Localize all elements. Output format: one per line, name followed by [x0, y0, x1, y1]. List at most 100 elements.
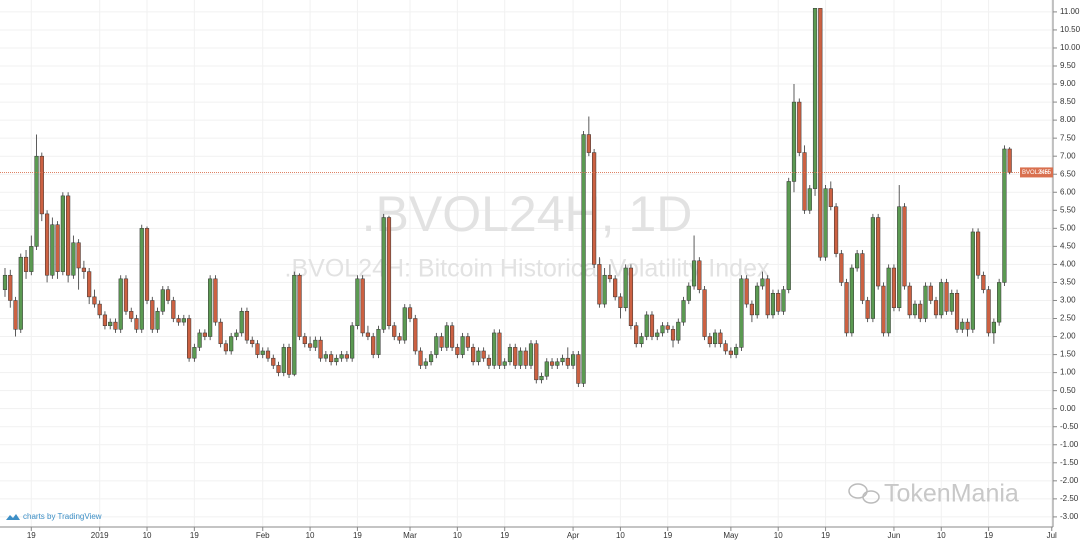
x-tick-label: 2019 [91, 531, 109, 540]
candle-body [997, 282, 1002, 323]
candle-body [192, 347, 197, 359]
candle-body [29, 246, 34, 272]
candle-body [492, 332, 497, 366]
y-tick-label: 7.50 [1060, 133, 1076, 142]
candle-body [639, 336, 644, 345]
candle-body [407, 307, 413, 319]
candle-body [465, 336, 470, 348]
candle-body [723, 343, 728, 352]
candle-body [523, 350, 528, 366]
candle-body [507, 347, 513, 363]
y-tick-label: 4.00 [1060, 260, 1076, 269]
y-tick-label: 1.00 [1060, 368, 1076, 377]
candle-body [413, 318, 418, 352]
candle-body [360, 278, 365, 334]
x-tick-label: Jul [1047, 531, 1057, 540]
candle-body [586, 134, 591, 153]
candle-body [697, 260, 702, 290]
candle-body [144, 228, 150, 301]
candle-body [555, 361, 560, 366]
candle-body [50, 224, 55, 276]
candle-body [744, 278, 749, 305]
candle-body [644, 314, 649, 337]
brand: TokenMania [848, 480, 1019, 508]
y-tick-label: 0.50 [1060, 386, 1076, 395]
candle-body [797, 101, 802, 153]
candle-body [497, 332, 502, 366]
brand-icon [862, 490, 880, 504]
candle-body [618, 296, 623, 308]
candle-body [923, 285, 928, 319]
candle-body [818, 8, 823, 258]
candle-body [912, 303, 918, 316]
x-tick-label: 10 [937, 531, 946, 540]
candle-body [97, 303, 102, 316]
candle-body [1007, 148, 1012, 173]
candle-body [844, 282, 849, 334]
candle-body [860, 253, 865, 301]
candle-body [118, 278, 123, 330]
candle-body [807, 188, 812, 211]
y-tick-label: 3.00 [1060, 296, 1076, 305]
candle-body [802, 152, 807, 211]
candle-body [244, 311, 250, 341]
y-tick-label: 6.00 [1060, 187, 1076, 196]
candle-body [933, 300, 939, 316]
candle-body [218, 321, 223, 345]
candle-body [460, 336, 465, 355]
candle-body [386, 217, 392, 326]
candle-body [76, 242, 81, 269]
y-tick-label: 8.00 [1060, 115, 1076, 124]
candle-body [250, 339, 255, 345]
candle-body [665, 325, 670, 330]
candle-body [607, 274, 612, 280]
candle-body [197, 332, 202, 348]
candle-body [855, 253, 860, 269]
y-tick-label: 1.50 [1060, 350, 1076, 359]
candle-body [129, 311, 134, 319]
credit-text: charts by TradingView [23, 512, 102, 521]
candle-body [739, 278, 744, 348]
candle-body [455, 347, 460, 355]
candle-body [881, 285, 886, 334]
candle-body [171, 300, 176, 319]
candle-body [970, 231, 975, 330]
candle-body [565, 357, 570, 366]
candle-body [313, 339, 318, 348]
x-tick-label: 10 [306, 531, 315, 540]
x-tick-label: 19 [353, 531, 362, 540]
candle-body [870, 217, 875, 319]
candle-body [770, 293, 776, 316]
candle-body [202, 332, 207, 337]
candle-body [812, 8, 818, 189]
candle-body [66, 195, 71, 276]
candle-body [965, 321, 970, 330]
candle-body [776, 293, 781, 312]
candle-body [602, 274, 607, 305]
candle-body [960, 321, 965, 330]
brand-icon [848, 483, 868, 499]
candle-body [165, 289, 171, 301]
y-tick-label: 2.00 [1060, 332, 1076, 341]
candle-body [423, 361, 428, 366]
candle-body [681, 300, 686, 323]
y-tick-label: -1.00 [1060, 440, 1079, 449]
y-tick-label: 10.50 [1060, 25, 1080, 34]
x-tick-label: May [723, 531, 738, 540]
candle-body [597, 264, 602, 305]
price-label-box [1020, 167, 1053, 178]
candle-body [334, 357, 339, 363]
candle-body [954, 293, 960, 330]
candle-body [886, 267, 891, 334]
candle-body [239, 311, 244, 334]
candle-body [634, 325, 639, 345]
candle-body [592, 152, 597, 265]
candle-body [986, 289, 991, 334]
candle-body [102, 314, 108, 326]
watermark: .BVOL24H, 1D [362, 186, 693, 242]
candle-body [355, 278, 360, 326]
candle-body [676, 321, 681, 341]
candle-body [55, 224, 60, 272]
y-tick-label: -2.50 [1060, 494, 1079, 503]
y-tick-label: 2.50 [1060, 314, 1076, 323]
